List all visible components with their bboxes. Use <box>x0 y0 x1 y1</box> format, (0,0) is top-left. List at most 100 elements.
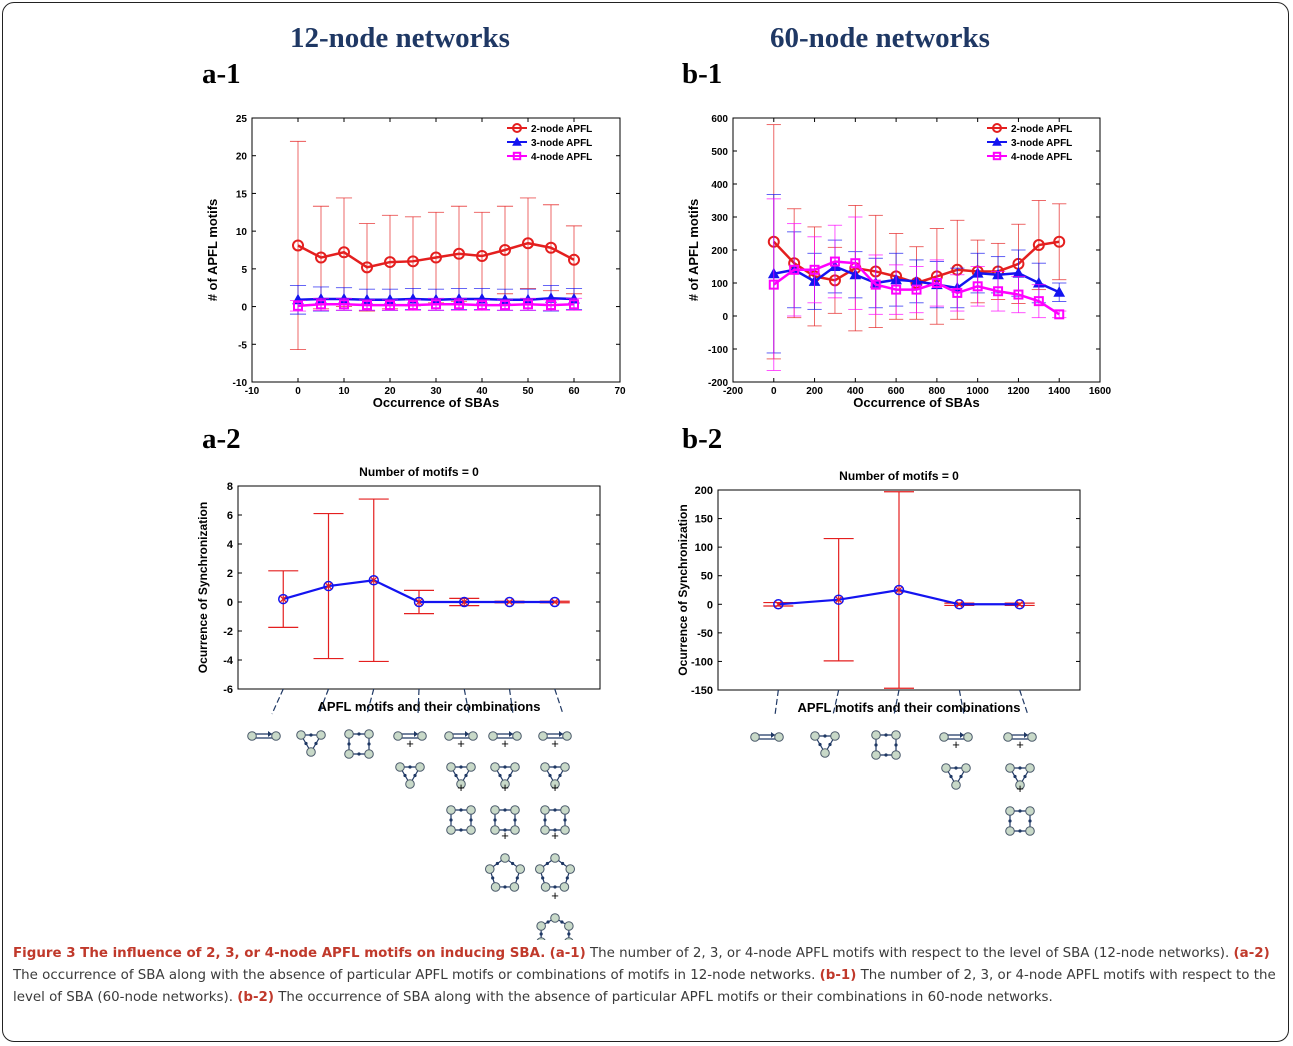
motif-arrow <box>268 731 272 737</box>
legend-label: 4-node APFL <box>531 152 592 163</box>
motif-node <box>490 882 501 892</box>
motif-arrow <box>1018 809 1022 813</box>
y-tick-label: -150 <box>691 685 713 697</box>
data-point <box>833 594 844 605</box>
motif-arrow <box>464 773 468 778</box>
motif-arrow <box>541 876 545 880</box>
y-tick-label: 0 <box>722 312 728 323</box>
motif-arrow <box>553 885 557 889</box>
data-point-cross <box>370 576 378 584</box>
motif-stack-3 <box>871 689 901 760</box>
data-point <box>315 251 327 264</box>
motif-node <box>512 731 522 741</box>
plot-area <box>237 485 601 690</box>
motif-arrow <box>414 731 418 737</box>
motif-arrow <box>347 742 351 746</box>
x-tick-label: 50 <box>522 386 534 397</box>
motif-plus: + <box>952 737 960 752</box>
motif-node <box>484 864 495 874</box>
motif-arrow <box>539 932 543 936</box>
x-tick-label: 1400 <box>1048 386 1071 397</box>
data-point <box>512 151 522 161</box>
series-line <box>773 260 1060 316</box>
y-tick-label: -200 <box>708 378 728 389</box>
motif-node <box>393 731 403 741</box>
data-point <box>278 593 289 605</box>
data-point <box>1054 309 1065 320</box>
motif-arrow <box>511 861 515 866</box>
figure-charts: -10 0 10 20 30 40 50 60 70-10-50510152025Occurre… <box>196 114 1112 940</box>
chart-a-2: -6 -4 -2 0 2 4 6 8 Number of motifs = 0 Ocurrence… <box>196 465 601 714</box>
data-point <box>545 241 557 254</box>
data-point-cross <box>955 600 963 608</box>
motif-node <box>466 825 476 835</box>
motif-arrow <box>454 773 458 778</box>
motif-node <box>560 762 570 772</box>
data-point-cross <box>1016 600 1024 608</box>
motif-arrow <box>559 731 563 737</box>
motif-plus: + <box>501 780 509 795</box>
caption-tag-a2: (a-2) <box>1233 946 1270 961</box>
motif-pointer <box>832 689 840 716</box>
data-point <box>316 299 326 310</box>
motif-arrow <box>553 828 557 832</box>
data-point <box>1013 289 1024 300</box>
motif-arrow <box>508 773 512 778</box>
data-point <box>338 246 350 259</box>
x-tick-label: 40 <box>476 386 488 397</box>
motif-plus: + <box>551 736 559 751</box>
figure-caption: Figure 3 The influence of 2, 3, or 4-nod… <box>13 943 1278 1009</box>
x-tick-label: 800 <box>929 386 946 397</box>
data-point <box>431 299 441 310</box>
motif-node <box>540 825 550 835</box>
motif-arrow <box>771 732 775 738</box>
data-point <box>459 596 470 608</box>
motif-node <box>961 763 971 773</box>
motif-pointer <box>774 689 779 716</box>
data-point <box>413 596 425 608</box>
data-point <box>911 284 922 295</box>
motif-arrow <box>959 774 963 779</box>
series-line <box>297 241 575 269</box>
motif-arrow <box>465 731 469 737</box>
motif-pointer <box>366 688 375 715</box>
data-point <box>549 596 560 608</box>
motif-node <box>344 729 354 739</box>
data-point <box>1032 239 1045 252</box>
caption-lead: Figure 3 The influence of 2, 3, or 4-nod… <box>13 946 546 961</box>
caption-text-a1: The number of 2, 3, or 4-node APFL motif… <box>585 946 1234 961</box>
y-tick-label: 8 <box>227 481 233 493</box>
data-point <box>992 136 1002 146</box>
y-tick-label: 5 <box>241 265 247 276</box>
motif-arrow <box>828 742 832 747</box>
motif-stack-3 <box>344 688 375 759</box>
motif-node <box>446 805 456 815</box>
motif-arrow <box>565 876 569 880</box>
motif-arrow <box>357 732 361 736</box>
data-point <box>361 261 373 274</box>
data-point <box>992 151 1002 161</box>
motif-stack-2 <box>810 689 840 758</box>
motif-pointer <box>554 688 564 715</box>
data-point <box>768 279 779 290</box>
caption-text-b2: The occurrence of SBA along with the abs… <box>273 990 1053 1005</box>
data-point-cross <box>279 595 287 603</box>
chart-b-1: -200 0 200 400 600 800 1000 1200 1400 1600-200-10… <box>686 114 1112 410</box>
data-point <box>931 278 942 288</box>
motif-arrow <box>567 932 571 936</box>
data-point <box>368 575 379 586</box>
y-tick-label: 300 <box>711 213 728 224</box>
y-tick-label: 100 <box>711 279 728 290</box>
motif-node <box>488 731 498 741</box>
data-point <box>569 299 579 310</box>
motif-stack-6: + + + <box>484 688 526 892</box>
motif-arrow <box>413 773 417 778</box>
motif-stack-4: + <box>393 688 427 789</box>
motif-node <box>820 748 830 758</box>
panel-label-a1: a-1 <box>202 58 241 90</box>
data-point <box>773 599 784 610</box>
data-point <box>523 299 533 310</box>
motif-node <box>1003 732 1013 742</box>
motif-plus: + <box>406 736 414 751</box>
motif-node <box>774 732 784 742</box>
